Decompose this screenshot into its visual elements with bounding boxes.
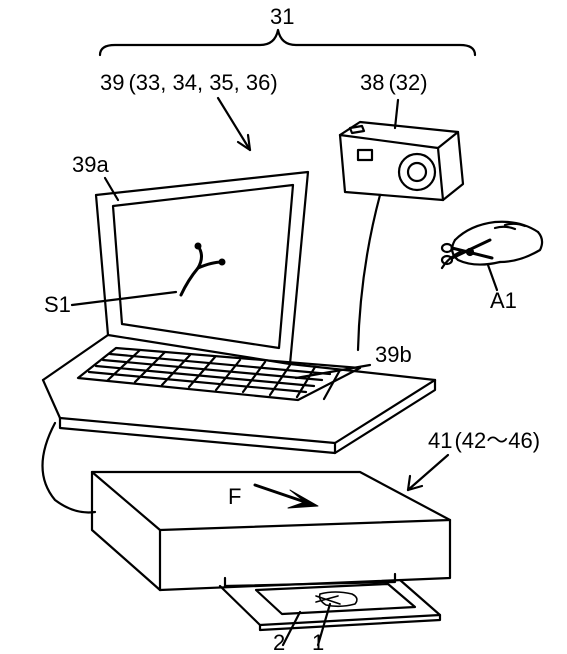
label-1: 1 xyxy=(312,630,324,654)
hand-subject xyxy=(442,222,542,268)
laptop-to-printer-cable xyxy=(43,423,96,513)
label-f: F xyxy=(228,484,241,509)
label-a1: A1 xyxy=(490,288,517,313)
printer-arrow xyxy=(255,485,318,508)
arrow-to-printer xyxy=(408,455,448,490)
laptop-base-right xyxy=(335,380,435,443)
bracket-31 xyxy=(100,30,475,55)
label-39b: 39b xyxy=(375,342,412,367)
leader-camera xyxy=(395,100,398,128)
label-38: 38(32) xyxy=(360,70,428,95)
laptop-base-front xyxy=(60,418,335,443)
leader-a1 xyxy=(488,265,497,290)
label-41: 41(42～46) xyxy=(428,428,540,453)
arrow-to-laptop xyxy=(218,98,250,150)
label-s1: S1 xyxy=(44,292,71,317)
screen-content-shape xyxy=(181,244,224,295)
camera xyxy=(340,122,463,200)
label-39: 39(33, 34, 35, 36) xyxy=(100,70,278,95)
label-2: 2 xyxy=(273,630,285,654)
leader-s1 xyxy=(72,292,176,305)
laptop-base-left xyxy=(43,380,60,418)
label-31: 31 xyxy=(270,4,294,29)
leader-39a xyxy=(105,178,118,200)
arrow-to-laptop-head xyxy=(238,135,250,150)
technical-diagram: 31 39(33, 34, 35, 36) 38(32) 39a S1 39b … xyxy=(0,0,567,654)
camera-to-laptop-cable xyxy=(358,195,380,350)
laptop-base-edge xyxy=(60,418,335,453)
printer xyxy=(92,472,450,630)
label-39a: 39a xyxy=(72,152,109,177)
